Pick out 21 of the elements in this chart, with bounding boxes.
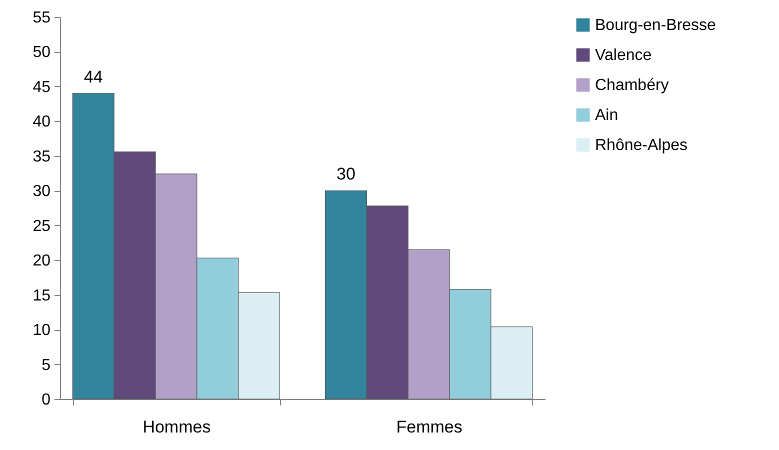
legend-label: Chambéry: [595, 77, 669, 94]
y-tick-label: 20: [32, 252, 51, 270]
y-tick-label: 5: [42, 356, 51, 374]
y-tick-label: 50: [32, 44, 51, 62]
data-label: 44: [84, 67, 103, 86]
y-tick-label: 40: [32, 114, 51, 131]
y-tick-label: 45: [32, 78, 51, 96]
y-tick-label: 35: [32, 148, 51, 166]
y-tick-label: 25: [32, 218, 51, 235]
y-tick-label: 15: [32, 287, 51, 304]
legend-label: Ain: [595, 107, 618, 124]
x-tick-label: Femmes: [396, 418, 462, 436]
y-tick-label: 0: [42, 392, 51, 408]
legend-label: Valence: [595, 47, 652, 64]
legend-label: Bourg-en-Bresse: [595, 17, 716, 34]
legend-label: Rhône-Alpes: [595, 137, 688, 154]
x-tick-label: Hommes: [142, 418, 211, 436]
y-tick-label: 55: [32, 10, 51, 26]
data-label: 30: [336, 164, 356, 184]
y-tick-label: 30: [32, 183, 51, 200]
y-tick-label: 10: [32, 322, 51, 340]
